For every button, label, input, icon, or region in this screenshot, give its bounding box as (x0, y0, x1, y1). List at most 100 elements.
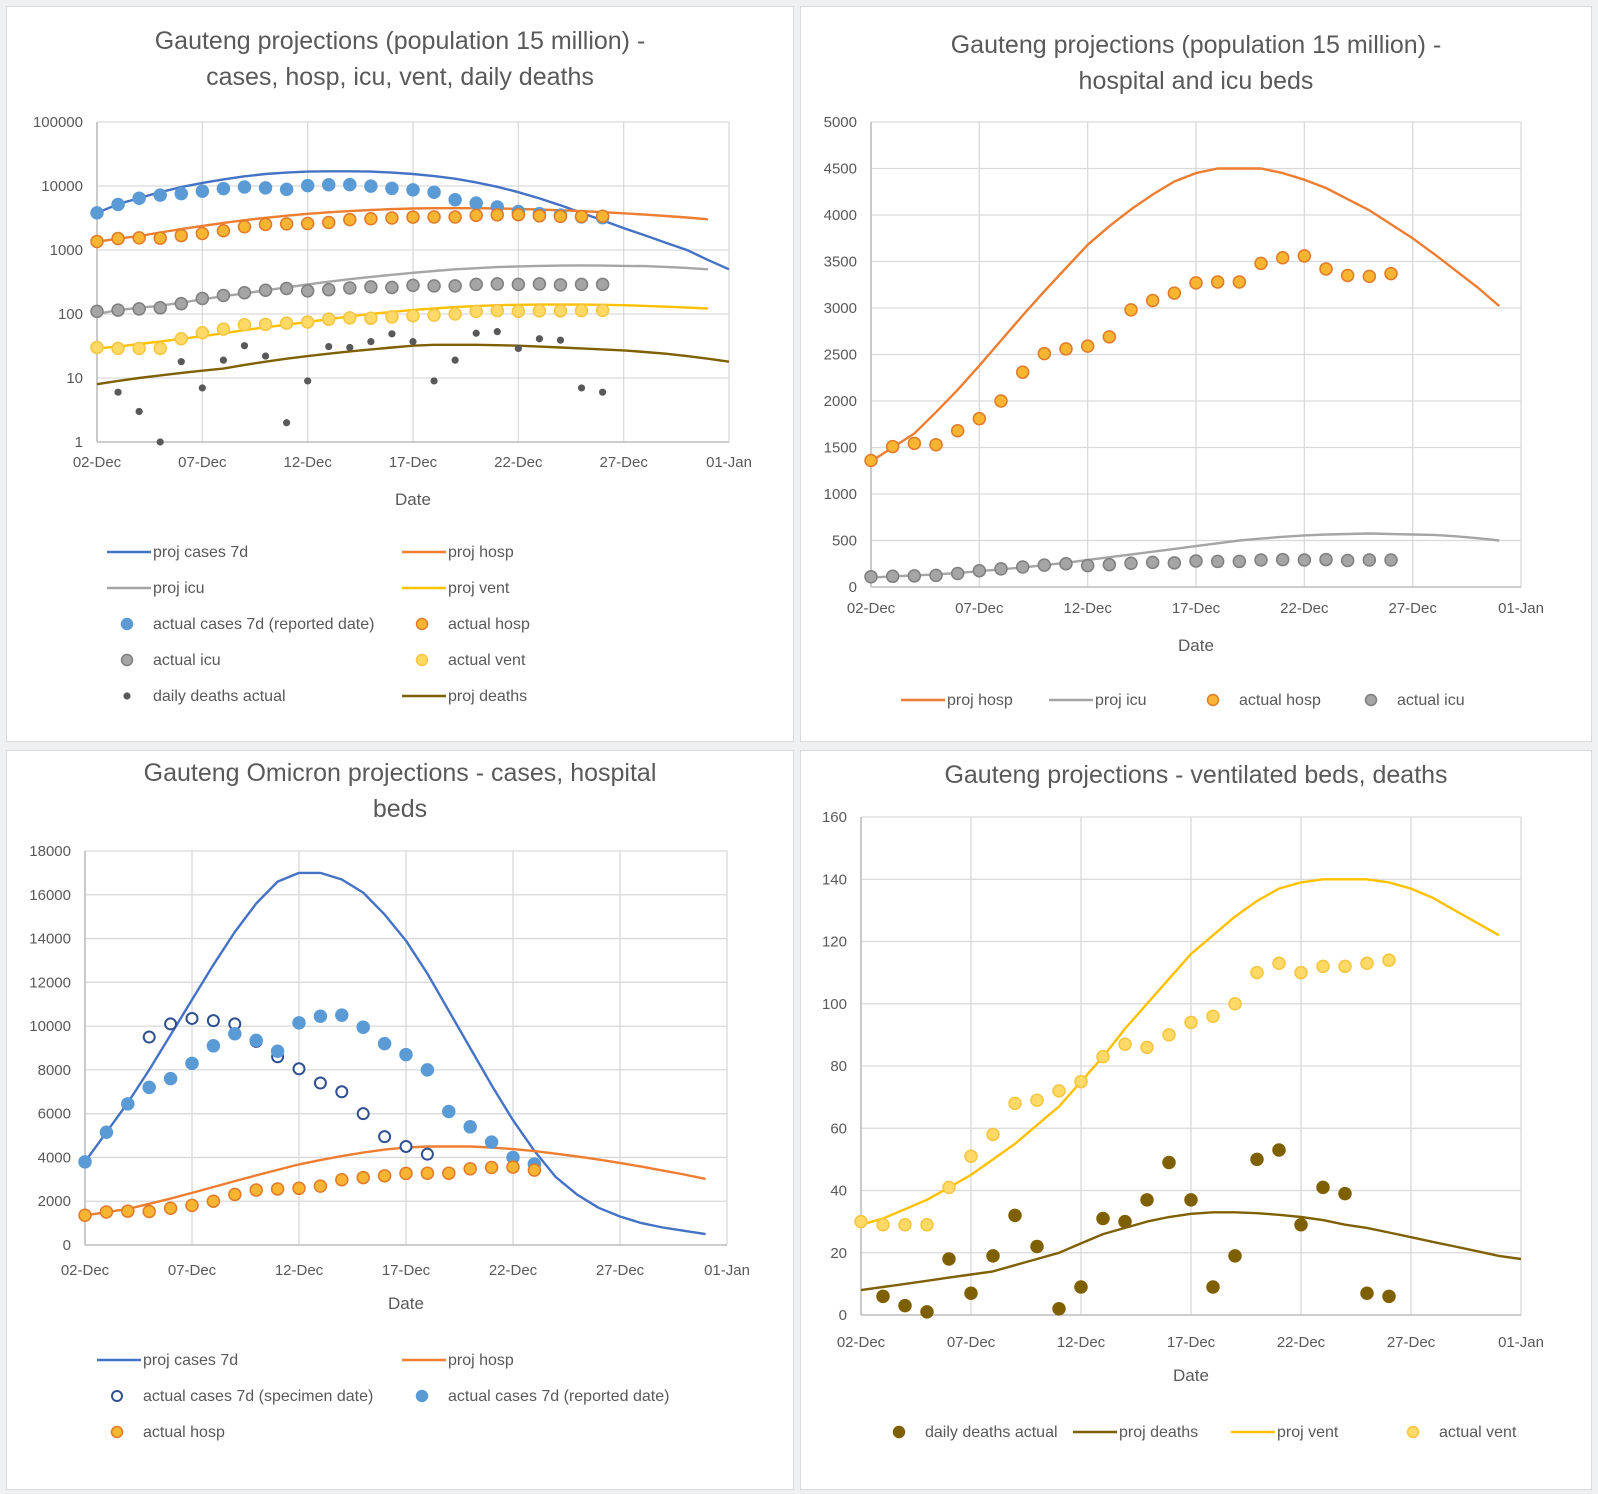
data-point-actual-cases-7d-reported-date (321, 178, 336, 192)
data-point-actual-cases-7d-reported-date (448, 192, 462, 207)
data-point-actual-icu (321, 282, 336, 297)
data-point-daily-deaths-actual (430, 377, 438, 385)
data-point-daily-deaths-actual (876, 1289, 890, 1304)
data-point-daily-deaths-actual (1228, 1249, 1242, 1263)
data-point-actual-icu (90, 304, 104, 319)
data-point-actual-cases-7d-reported-date (258, 181, 273, 195)
x-tick-label: 17-Dec (382, 1262, 431, 1279)
data-point-daily-deaths-actual (177, 358, 185, 366)
x-tick-label: 12-Dec (275, 1262, 324, 1279)
legend-item-proj-vent: proj vent (1231, 1424, 1339, 1441)
data-point-actual-cases-7d-reported-date (377, 1036, 392, 1051)
data-point-actual-icu (469, 277, 483, 292)
data-point-actual-vent (343, 311, 357, 325)
data-point-actual-icu (364, 280, 378, 294)
legend-swatch-marker (1364, 693, 1378, 707)
legend-item-proj-hosp: proj hosp (402, 544, 514, 561)
data-point-actual-cases-7d-reported-date (484, 1135, 499, 1149)
data-point-actual-cases-7d-reported-date (399, 1047, 413, 1062)
x-axis-title: Date (1173, 1366, 1209, 1385)
data-point-actual-hosp (490, 208, 505, 222)
data-point-daily-deaths-actual (1382, 1289, 1396, 1304)
data-point-actual-icu (1037, 558, 1052, 572)
data-point-actual-hosp (121, 1204, 135, 1218)
legend-label: proj deaths (1119, 1424, 1198, 1441)
data-point-actual-cases-7d-reported-date (270, 1044, 285, 1059)
legend-label: proj icu (153, 580, 205, 597)
data-point-actual-hosp (185, 1198, 199, 1213)
legend-label: proj vent (1277, 1424, 1339, 1441)
chart-title: Gauteng projections (population 15 milli… (951, 31, 1442, 59)
data-point-actual-vent (1272, 956, 1286, 971)
data-point-actual-icu (258, 283, 273, 298)
data-point-actual-hosp (406, 210, 420, 224)
data-point-actual-icu (1145, 555, 1160, 570)
data-point-daily-deaths-actual (1162, 1155, 1176, 1170)
data-point-actual-icu (553, 278, 568, 292)
data-point-actual-vent (1360, 956, 1374, 971)
legend-label: proj hosp (448, 1352, 514, 1369)
data-point-actual-icu (1059, 557, 1073, 571)
data-point-actual-cases-7d-reported-date (78, 1155, 92, 1169)
data-point-actual-hosp (442, 1166, 456, 1180)
data-point-actual-hosp (907, 436, 922, 451)
y-tick-label: 500 (832, 533, 857, 550)
data-point-daily-deaths-actual (964, 1286, 978, 1300)
chart-legend: daily deaths actual proj deaths proj vent a… (892, 1424, 1517, 1441)
x-tick-label: 01-Jan (1498, 600, 1544, 617)
data-point-actual-cases-7d-specimen-date (356, 1107, 370, 1121)
data-point-actual-vent (216, 322, 231, 336)
data-point-actual-hosp (385, 211, 399, 225)
data-point-actual-hosp (111, 231, 125, 246)
data-point-actual-hosp (174, 228, 189, 243)
data-point-actual-vent (553, 304, 568, 318)
y-tick-label: 120 (822, 934, 847, 951)
data-point-actual-vent (1052, 1084, 1066, 1098)
series-line-proj-deaths (96, 343, 730, 386)
data-point-actual-vent (595, 303, 610, 318)
data-point-actual-hosp (972, 411, 987, 426)
data-point-actual-vent (153, 341, 167, 356)
data-point-actual-cases-7d-specimen-date (399, 1140, 413, 1153)
data-point-actual-hosp (484, 1160, 499, 1175)
y-tick-label: 0 (839, 1307, 847, 1324)
data-point-actual-hosp (292, 1181, 306, 1196)
data-point-actual-cases-7d-reported-date (292, 1016, 306, 1030)
x-tick-label: 01-Jan (706, 454, 752, 471)
data-point-actual-cases-7d-reported-date (364, 179, 378, 193)
data-point-daily-deaths-actual (493, 328, 501, 336)
data-point-daily-deaths-actual (514, 344, 522, 353)
data-point-daily-deaths-actual (1118, 1214, 1132, 1229)
data-point-actual-hosp (163, 1201, 178, 1215)
legend-item-daily-deaths-actual: daily deaths actual (123, 688, 286, 705)
data-point-actual-hosp (1210, 275, 1225, 289)
data-point-actual-vent (237, 317, 252, 332)
data-point-actual-cases-7d-reported-date (356, 1020, 370, 1034)
data-point-actual-hosp (1015, 365, 1030, 379)
legend-label: actual hosp (143, 1424, 225, 1441)
legend-label: actual icu (153, 652, 221, 669)
data-point-daily-deaths-actual (472, 329, 480, 337)
data-point-actual-cases-7d-specimen-date (313, 1076, 327, 1090)
data-point-actual-hosp (1124, 303, 1138, 317)
data-point-actual-icu (406, 278, 420, 293)
data-point-actual-icu (1124, 556, 1138, 571)
y-tick-label: 16000 (29, 887, 71, 904)
data-point-actual-vent (132, 341, 146, 356)
y-tick-label: 80 (830, 1058, 847, 1075)
plot-area (78, 871, 706, 1236)
y-tick-label: 1 (75, 434, 83, 451)
data-point-actual-hosp (153, 231, 167, 245)
chart-panel-hospital-icu: Gauteng projections (population 15 milli… (800, 6, 1592, 742)
legend-swatch-marker (1406, 1425, 1420, 1439)
data-point-daily-deaths-actual (1294, 1217, 1308, 1232)
data-point-daily-deaths-actual (409, 338, 417, 346)
data-point-actual-vent (1140, 1040, 1154, 1055)
data-point-actual-icu (532, 277, 547, 291)
y-tick-label: 40 (830, 1183, 847, 1200)
data-point-actual-hosp (511, 207, 526, 222)
y-tick-label: 18000 (29, 843, 71, 860)
data-point-actual-icu (343, 281, 357, 295)
data-point-actual-hosp (377, 1169, 392, 1183)
data-point-daily-deaths-actual (1074, 1280, 1088, 1294)
